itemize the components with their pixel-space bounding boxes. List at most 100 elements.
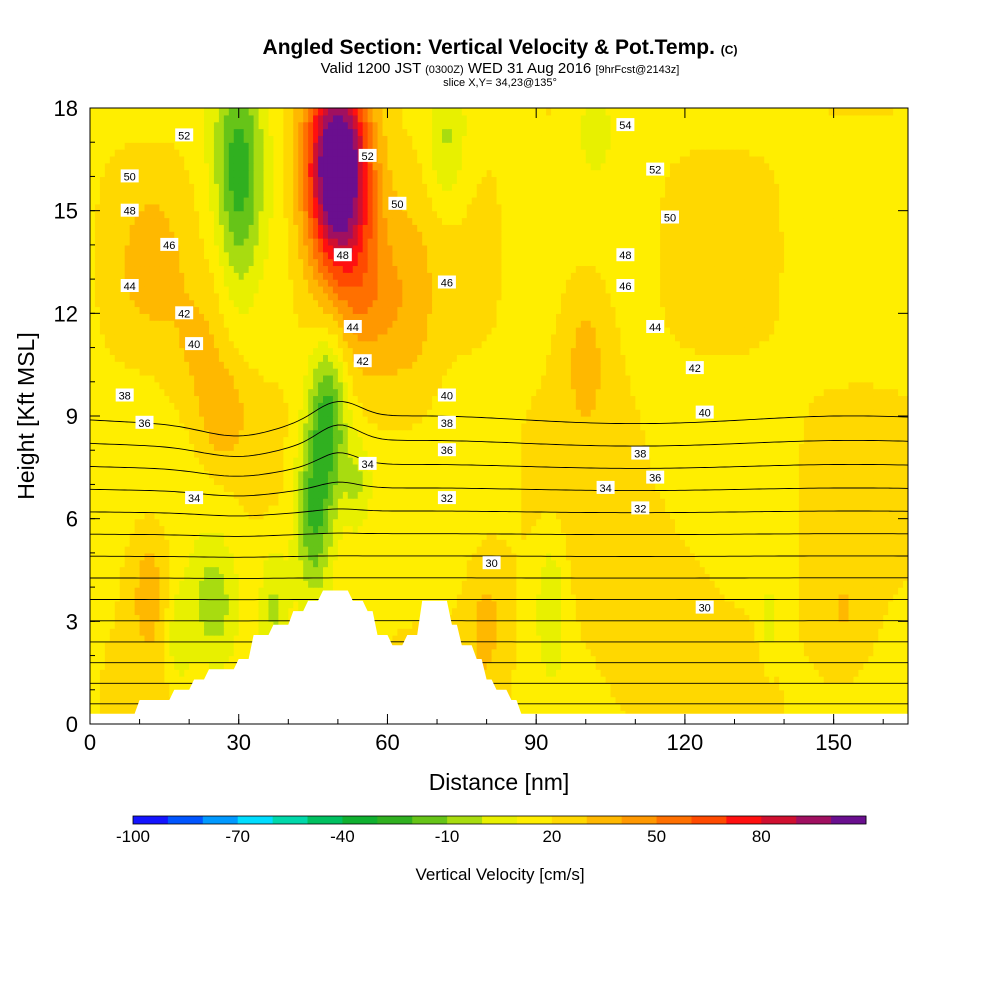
velocity-cell (694, 669, 701, 677)
velocity-cell (461, 628, 468, 636)
velocity-cell (90, 621, 96, 629)
velocity-cell (699, 703, 706, 711)
velocity-cell (650, 648, 656, 657)
velocity-cell (352, 525, 359, 533)
velocity-cell (327, 539, 334, 547)
velocity-cell (541, 621, 547, 629)
velocity-cell (238, 593, 245, 602)
velocity-cell (397, 607, 403, 616)
velocity-cell (719, 628, 726, 636)
velocity-cell (689, 648, 696, 657)
velocity-cell (560, 682, 567, 691)
velocity-cell (893, 587, 899, 595)
velocity-cell (625, 546, 631, 554)
velocity-cell (521, 655, 527, 663)
velocity-cell (283, 573, 289, 581)
velocity-cell (650, 682, 656, 691)
velocity-cell (531, 655, 537, 663)
velocity-cell (774, 641, 780, 650)
velocity-cell (392, 580, 398, 588)
velocity-cell (327, 566, 334, 575)
velocity-cell (848, 635, 855, 643)
velocity-cell (179, 566, 185, 575)
velocity-cell (159, 600, 165, 609)
velocity-cell (625, 676, 631, 684)
velocity-cell (90, 682, 96, 691)
velocity-cell (323, 532, 329, 540)
velocity-cell (798, 662, 805, 670)
velocity-cell (699, 696, 706, 705)
velocity-cell (278, 559, 284, 568)
velocity-cell (655, 628, 661, 636)
velocity-cell (491, 641, 498, 650)
velocity-cell (377, 607, 384, 616)
velocity-cell (689, 573, 696, 581)
velocity-cell (268, 539, 275, 547)
velocity-cell (481, 525, 488, 533)
velocity-cell (674, 655, 681, 663)
velocity-cell (114, 532, 121, 540)
velocity-cell (625, 539, 631, 547)
velocity-cell (471, 614, 478, 622)
velocity-cell (104, 614, 111, 622)
velocity-cell (189, 580, 195, 588)
velocity-cell (769, 573, 775, 581)
velocity-cell (154, 689, 161, 698)
velocity-cell (119, 566, 126, 575)
velocity-cell (868, 682, 874, 691)
velocity-cell (437, 525, 443, 533)
velocity-cell (541, 587, 547, 595)
velocity-cell (605, 532, 612, 540)
velocity-cell (694, 648, 701, 657)
velocity-cell (208, 614, 215, 622)
velocity-cell (159, 607, 165, 616)
velocity-cell (496, 573, 503, 581)
velocity-cell (451, 607, 458, 616)
velocity-cell (342, 546, 349, 554)
velocity-cell (154, 580, 161, 588)
velocity-cell (565, 573, 572, 581)
velocity-cell (278, 518, 284, 527)
velocity-cell (486, 580, 493, 588)
velocity-cell (536, 532, 542, 540)
velocity-cell (774, 546, 780, 554)
velocity-cell (630, 635, 636, 643)
velocity-cell (179, 648, 185, 657)
velocity-cell (635, 628, 641, 636)
velocity-cell (372, 614, 379, 622)
velocity-cell (536, 587, 542, 595)
velocity-cell (590, 676, 597, 684)
velocity-cell (823, 566, 830, 575)
velocity-cell (759, 655, 765, 663)
velocity-cell (828, 689, 835, 698)
velocity-cell (427, 532, 433, 540)
velocity-cell (764, 593, 770, 602)
velocity-cell (575, 600, 582, 609)
velocity-cell (784, 669, 790, 677)
velocity-cell (650, 621, 656, 629)
velocity-cell (674, 546, 681, 554)
velocity-cell (382, 573, 389, 581)
velocity-cell (204, 607, 210, 616)
velocity-cell (491, 525, 498, 533)
velocity-cell (729, 532, 736, 540)
velocity-cell (665, 635, 671, 643)
velocity-cell (734, 614, 741, 622)
velocity-cell (764, 662, 770, 670)
velocity-cell (759, 682, 765, 691)
velocity-cell (263, 518, 270, 527)
velocity-cell (124, 518, 131, 527)
velocity-cell (863, 682, 869, 691)
velocity-cell (665, 566, 671, 575)
velocity-cell (199, 600, 205, 609)
velocity-cell (620, 587, 627, 595)
velocity-cell (709, 580, 716, 588)
velocity-cell (615, 532, 622, 540)
velocity-cell (883, 696, 889, 705)
velocity-cell (565, 648, 572, 657)
velocity-cell (893, 559, 899, 568)
velocity-cell (476, 525, 483, 533)
velocity-cell (417, 580, 423, 588)
velocity-cell (461, 566, 468, 575)
velocity-cell (174, 628, 180, 636)
